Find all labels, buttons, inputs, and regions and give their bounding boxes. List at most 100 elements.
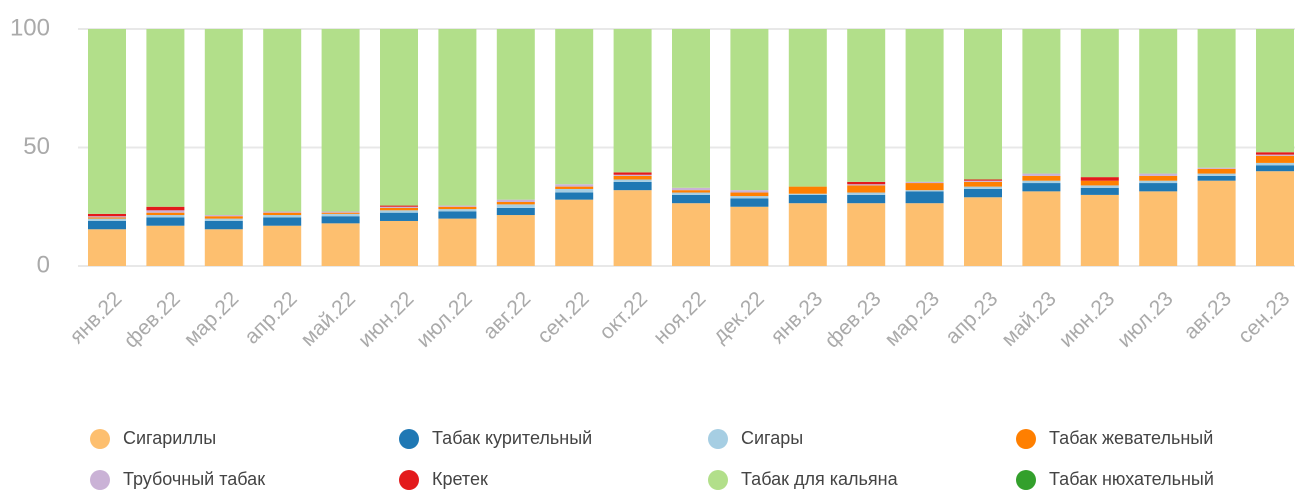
bar-segment xyxy=(438,211,477,219)
legend-label: Кретек xyxy=(432,469,488,489)
bar-segment xyxy=(321,212,360,214)
x-tick-label: июл.23 xyxy=(1113,287,1178,352)
bar-segment xyxy=(438,29,477,206)
bar-segment xyxy=(905,203,944,266)
bar-segment xyxy=(438,206,477,210)
bar-segment xyxy=(672,190,710,193)
bar-segment xyxy=(1197,173,1236,176)
x-tick-label: июн.22 xyxy=(354,287,419,352)
bar-segment xyxy=(1080,177,1119,181)
legend-marker xyxy=(1016,429,1036,449)
legend-label: Табак курительный xyxy=(432,428,592,448)
bar-segment xyxy=(847,29,886,182)
bar-segment xyxy=(788,194,827,204)
bar-segment xyxy=(964,197,1002,266)
bar-segment xyxy=(380,210,418,213)
bar-segment xyxy=(204,229,243,266)
bar-segment xyxy=(905,191,944,204)
bar-segment xyxy=(847,194,886,204)
legend-label: Сигары xyxy=(741,428,803,448)
bar-segment xyxy=(730,196,769,199)
bar-segment xyxy=(146,225,185,266)
bar-segment xyxy=(847,203,886,266)
bar-segment xyxy=(321,211,360,213)
y-tick-label: 0 xyxy=(37,251,50,278)
bar-segment xyxy=(555,199,594,266)
bar-segment xyxy=(788,186,827,194)
x-tick-label: фев.23 xyxy=(820,287,885,352)
bar-segment xyxy=(672,29,710,188)
bar-segment xyxy=(788,29,827,187)
bar-segment xyxy=(672,192,710,195)
bar-segment xyxy=(964,188,1002,198)
bar-segment xyxy=(1139,175,1178,181)
x-tick-label: мар.23 xyxy=(880,287,944,351)
bar-segment xyxy=(847,192,886,195)
bar-segment xyxy=(905,181,944,184)
bar-segment xyxy=(88,216,126,218)
bar-segment xyxy=(730,29,769,191)
bar-segment xyxy=(321,216,360,224)
x-tick-label: мар.22 xyxy=(180,287,244,351)
y-tick-label: 100 xyxy=(10,14,50,41)
bar-segment xyxy=(88,213,126,217)
x-tick-label: фев.22 xyxy=(120,287,185,352)
bar-segment xyxy=(1256,152,1294,155)
bar-segment xyxy=(496,29,535,200)
bar-segment xyxy=(613,181,652,191)
bar-segment xyxy=(1022,175,1061,181)
legend-marker xyxy=(90,429,110,449)
legend-label: Трубочный табак xyxy=(123,469,265,489)
bar-segment xyxy=(847,185,886,193)
bar-segment xyxy=(380,206,418,208)
x-tick-label: апр.22 xyxy=(240,287,301,348)
bar-segment xyxy=(555,184,594,187)
bar-segment xyxy=(204,220,243,230)
legend-label: Табак жевательный xyxy=(1049,428,1213,448)
bar-segment xyxy=(496,202,535,205)
x-tick-label: сен.22 xyxy=(533,287,594,348)
bar-segment xyxy=(613,179,652,182)
bar-segment xyxy=(88,218,126,221)
x-tick-label: май.23 xyxy=(997,287,1061,351)
x-tick-label: дек.22 xyxy=(709,287,769,347)
bar-segment xyxy=(88,229,126,266)
bar-segment xyxy=(1022,183,1061,192)
bar-segment xyxy=(1197,168,1236,174)
bar-segment xyxy=(263,212,302,216)
bar-segment xyxy=(204,216,243,219)
bar-segment xyxy=(496,207,535,216)
x-tick-label: июн.23 xyxy=(1055,287,1120,352)
legend-marker xyxy=(399,470,419,490)
bar-segment xyxy=(380,29,418,206)
bar-segment xyxy=(1197,29,1236,168)
bar-segment xyxy=(380,205,418,207)
bar-segment xyxy=(613,172,652,175)
legend-marker xyxy=(708,470,728,490)
legend-marker xyxy=(708,429,728,449)
bar-segment xyxy=(146,215,185,218)
bar-segment xyxy=(964,181,1002,187)
x-tick-label: янв.23 xyxy=(766,287,827,348)
bar-segment xyxy=(496,215,535,266)
bar-segment xyxy=(1139,183,1178,192)
bar-segment xyxy=(555,29,594,185)
bar-segment xyxy=(613,29,652,173)
bar-segment xyxy=(847,184,886,186)
bar-segment xyxy=(672,187,710,191)
bar-segment xyxy=(1139,180,1178,184)
bar-segment xyxy=(1197,180,1236,266)
bar-segment xyxy=(1256,162,1294,166)
bar-segment xyxy=(438,218,477,266)
bar-segment xyxy=(1080,29,1119,178)
bar-segment xyxy=(964,180,1002,182)
bar-segment xyxy=(1022,173,1061,176)
x-tick-label: июл.22 xyxy=(412,287,477,352)
bar-segment xyxy=(1022,29,1061,174)
bar-segment xyxy=(1022,191,1061,266)
bar-segment xyxy=(613,175,652,180)
bar-segment xyxy=(788,193,827,195)
bar-segment xyxy=(438,205,477,207)
bar-segment xyxy=(730,206,769,266)
